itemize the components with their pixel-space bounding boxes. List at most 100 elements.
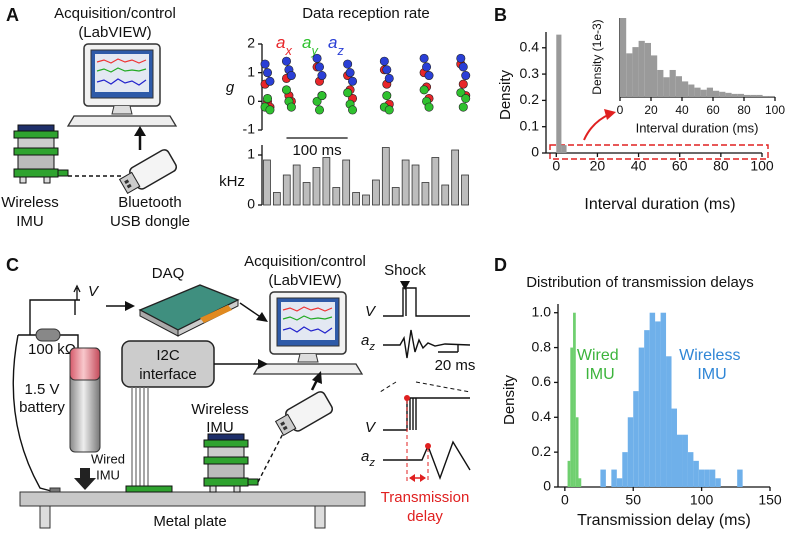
bar — [302, 182, 311, 206]
text: Metal plate — [153, 513, 226, 530]
point — [384, 105, 394, 115]
point — [265, 105, 275, 115]
text: delay — [407, 508, 443, 525]
histogram-bar — [687, 452, 694, 487]
wire — [383, 287, 470, 317]
rect — [549, 144, 769, 160]
point — [456, 53, 466, 63]
wire — [18, 334, 79, 348]
use — [116, 147, 179, 198]
text: Bluetooth — [118, 194, 181, 211]
y-tick-label: 0.2 — [532, 443, 552, 459]
rect — [314, 505, 326, 529]
text: battery — [19, 399, 65, 416]
path — [406, 400, 429, 482]
histogram-bar — [556, 34, 562, 154]
x-tick-label: 0 — [552, 158, 560, 174]
x-tick-label: 100 — [690, 492, 714, 508]
x-tick-label: 0 — [561, 492, 569, 508]
panel-a-diagram: Acquisition/control (LabVIEW) Wireless I… — [1, 5, 190, 230]
scale-bar-label: 100 ms — [292, 142, 341, 159]
rect — [125, 485, 173, 493]
histogram-bar — [663, 77, 670, 97]
y-tick-label: 0.3 — [520, 65, 540, 81]
point — [317, 91, 327, 101]
histogram-bar — [600, 469, 606, 487]
y-tick-label: 0.4 — [532, 408, 552, 424]
text: 1.5 V — [24, 381, 59, 398]
text: Acquisition/control — [244, 253, 366, 270]
path — [74, 468, 96, 490]
histogram-bar — [731, 93, 738, 97]
histogram-bar — [638, 40, 645, 97]
x-axis-title: Transmission delay (ms) — [577, 512, 751, 529]
point — [379, 56, 389, 66]
text: Shock — [384, 262, 426, 279]
text-part: a — [302, 33, 311, 52]
path — [134, 126, 146, 136]
point — [315, 62, 325, 72]
x-tick-label: 100 — [765, 103, 785, 117]
histogram-bar — [750, 94, 757, 97]
text: Wireless — [191, 401, 249, 418]
x-tick-label: 40 — [631, 158, 647, 174]
y-tick-label: 0.2 — [520, 91, 540, 107]
point — [458, 62, 468, 72]
text: Transmission — [381, 489, 470, 506]
histogram-bar — [632, 47, 639, 97]
bar — [441, 184, 450, 206]
y-axis-title: kHz — [219, 173, 245, 190]
histogram-bar — [666, 356, 672, 487]
y-tick-label: 0.8 — [532, 338, 552, 354]
text: DAQ — [152, 265, 185, 282]
histogram-bar — [768, 95, 775, 97]
series-label: Wireless IMU — [679, 347, 745, 383]
text-part: a — [328, 33, 337, 52]
point — [281, 85, 291, 95]
wire — [383, 440, 471, 481]
histogram-bar — [737, 469, 743, 487]
use — [272, 389, 335, 440]
y-axis-title: Density (1e-3) — [590, 19, 604, 94]
histogram-bar — [688, 84, 695, 97]
y-tick-label: 0 — [247, 92, 255, 108]
path — [256, 312, 268, 322]
point — [260, 59, 270, 69]
text-part: a — [361, 332, 369, 349]
histogram-bar — [700, 89, 707, 97]
x-tick-label: 50 — [625, 492, 641, 508]
point — [419, 85, 429, 95]
text: IMU — [96, 467, 120, 482]
it: V — [88, 283, 100, 300]
histogram-bar — [626, 53, 633, 97]
point — [422, 62, 432, 72]
histogram-bar — [725, 92, 732, 97]
histogram-bar — [682, 81, 689, 97]
histogram-bar — [671, 408, 677, 487]
circle — [425, 443, 431, 449]
bar — [372, 179, 380, 206]
point — [281, 56, 291, 66]
point — [317, 71, 327, 81]
histogram-bar — [709, 469, 716, 487]
point — [265, 76, 275, 86]
use — [203, 433, 259, 493]
histogram-bar — [756, 94, 763, 97]
series-label: Wired IMU — [577, 347, 623, 383]
histogram-bar — [682, 434, 688, 487]
wire — [438, 345, 459, 353]
wire — [239, 302, 263, 319]
path — [400, 281, 410, 290]
rect — [35, 328, 61, 342]
y-axis-title: Density — [497, 69, 514, 120]
histogram-bar — [561, 145, 567, 153]
path — [409, 474, 426, 482]
histogram-bar — [633, 391, 639, 487]
x-axis-title: Interval duration (ms) — [636, 120, 759, 135]
histogram-bar — [620, 18, 627, 97]
bar — [332, 187, 341, 206]
it: V — [365, 303, 377, 320]
y-tick-label: 0.6 — [532, 373, 552, 389]
text-part: z — [368, 457, 375, 469]
